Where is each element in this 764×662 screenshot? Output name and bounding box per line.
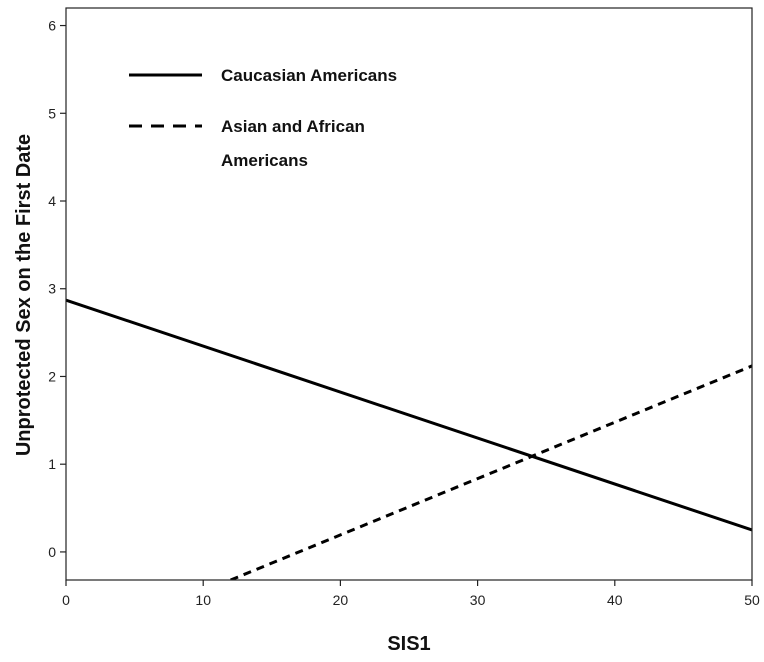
plot-frame [65, 7, 753, 581]
legend-label-1: Caucasian Americans [221, 66, 397, 85]
legend-label-2: Asian and African Americans [221, 117, 365, 170]
y-axis-title: Unprotected Sex on the First Date [13, 134, 35, 456]
legend-label-line: Americans [221, 151, 308, 170]
axes: 0 1 2 3 4 5 6 0 10 20 30 40 50 [48, 7, 760, 608]
x-tick-label: 20 [333, 592, 349, 608]
legend: Caucasian Americans Asian and African Amer… [129, 66, 397, 170]
y-tick-label: 0 [48, 544, 56, 560]
y-tick-label: 2 [48, 368, 56, 384]
x-tick-label: 30 [470, 592, 486, 608]
plot-area [66, 298, 752, 580]
legend-label-line: Caucasian Americans [221, 66, 397, 85]
y-tick-label: 5 [48, 105, 56, 121]
x-tick-label: 10 [195, 592, 211, 608]
x-axis-title: SIS1 [387, 633, 430, 655]
legend-label-line: Asian and African [221, 117, 365, 136]
x-tick-label: 40 [607, 592, 623, 608]
y-tick-label: 1 [48, 456, 56, 472]
x-tick-label: 50 [744, 592, 760, 608]
y-tick-label: 4 [48, 193, 56, 209]
y-tick-label: 3 [48, 281, 56, 297]
series-line-2 [230, 364, 752, 580]
y-tick-label: 6 [48, 18, 56, 34]
series-line-1 [66, 298, 752, 532]
x-tick-label: 0 [62, 592, 70, 608]
